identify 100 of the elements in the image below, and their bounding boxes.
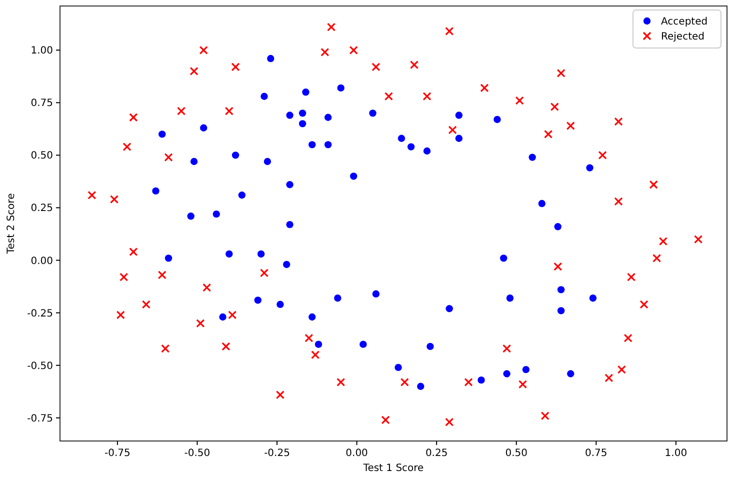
point [276,390,285,400]
point [158,130,166,138]
point [550,102,559,112]
point [226,250,233,258]
legend-label: Accepted [661,16,708,28]
point [219,313,226,321]
point [384,92,394,101]
x-tick-label: -0.50 [184,448,210,459]
point [334,294,342,302]
point [604,374,614,382]
point [400,378,409,386]
point [304,334,314,342]
point [372,290,380,298]
point [129,248,138,256]
point [260,92,268,100]
point [522,366,530,374]
y-tick-label: -0.50 [27,360,53,372]
point [455,134,463,142]
point [158,270,166,280]
point [586,164,594,172]
point [394,364,402,372]
y-tick-label: 0.75 [30,98,53,110]
point [302,88,310,96]
point [164,254,172,262]
x-axis-title: Test 1 Score [362,463,424,474]
point [658,237,668,246]
point [448,126,457,134]
point [116,310,125,320]
point [276,300,284,308]
point [369,110,376,117]
point [598,150,607,160]
point [200,124,208,132]
point [308,313,316,321]
x-tick-label: -0.75 [104,448,130,459]
point [557,307,565,314]
point [506,294,514,302]
point [567,370,574,378]
point [480,84,489,92]
point [554,262,562,271]
point [494,116,501,124]
point [614,117,623,126]
point [540,411,550,420]
point [423,147,431,155]
point [589,294,597,302]
point [222,342,230,351]
point [298,110,306,117]
y-tick-label: -0.25 [27,308,53,320]
point [110,195,119,204]
point [176,106,186,116]
point [257,250,265,258]
point [556,68,566,78]
point [500,254,508,262]
point [694,234,703,244]
point [544,130,553,138]
point [538,200,546,208]
point [464,378,473,386]
point [286,112,294,119]
y-tick-label: 0.50 [30,150,53,162]
point [422,92,432,101]
y-tick-label: -0.75 [27,413,53,424]
point [455,112,463,119]
point [360,340,367,348]
point [212,210,220,218]
point [324,141,332,148]
point [502,344,512,353]
point [286,220,294,228]
y-tick-label: 1.00 [30,46,53,57]
point [238,192,246,199]
point [326,22,336,32]
point [254,296,262,304]
point [267,54,274,62]
point [503,370,510,378]
point [515,96,524,105]
point [232,152,240,159]
point [350,172,358,180]
point [617,365,626,374]
point [614,197,623,206]
point [528,154,536,161]
point [187,212,194,220]
point [190,158,198,166]
point [120,272,128,282]
point [640,300,648,309]
point [142,300,150,309]
point [381,416,390,424]
point [336,378,346,386]
point [196,319,205,328]
point [152,187,160,195]
point [88,190,96,200]
point [282,260,290,268]
point [260,268,269,278]
x-tick-label: -0.25 [264,448,290,459]
point [286,181,294,188]
point [264,158,272,166]
point [314,340,322,348]
point [129,113,138,122]
point [557,286,565,294]
point [164,153,173,162]
point [308,141,316,148]
point [624,334,632,342]
point [652,254,662,262]
